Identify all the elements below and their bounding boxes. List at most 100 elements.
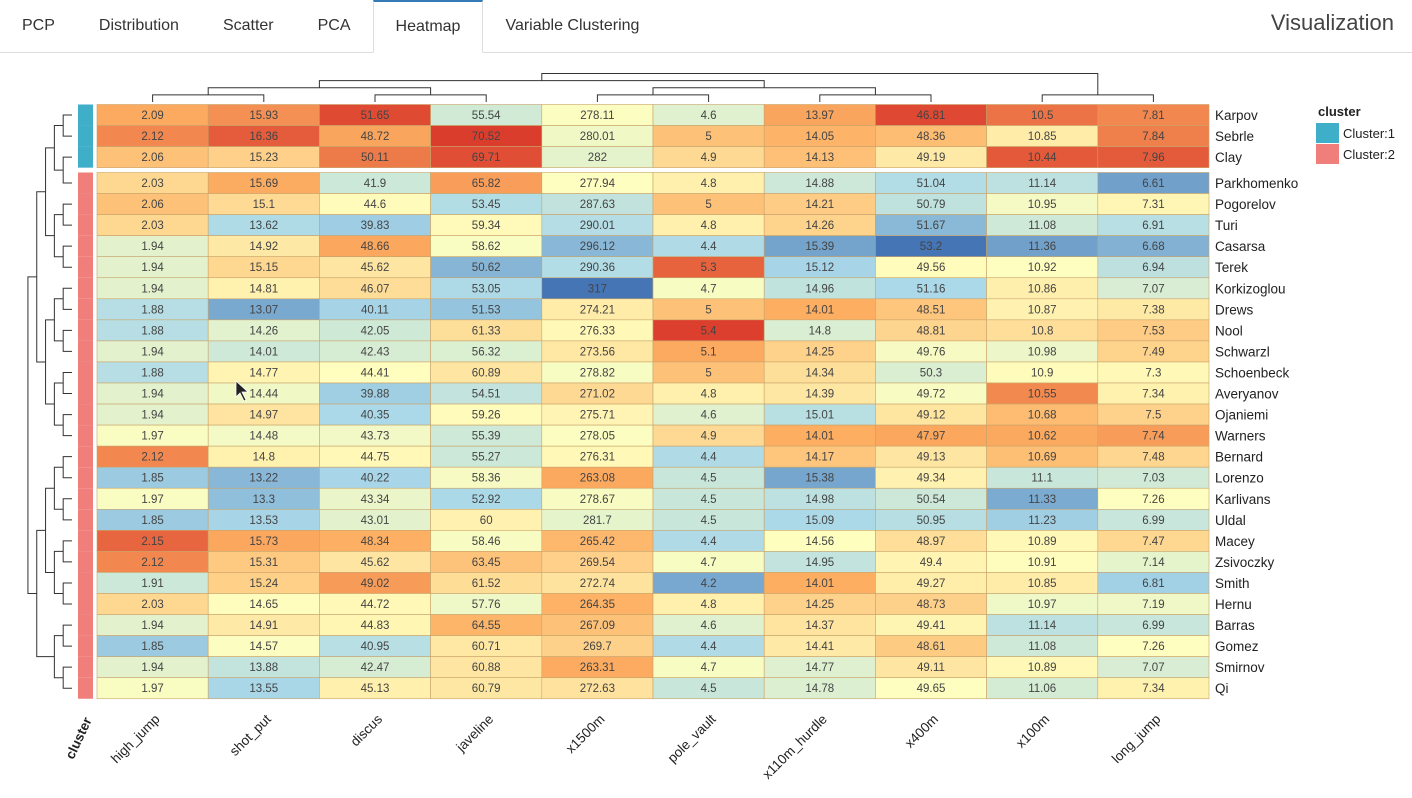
cell-value-label: 70.52 [472,131,501,143]
cell-value-label: 50.79 [917,199,946,211]
cluster-bar-cell [78,446,93,468]
cell-value-label: 13.55 [249,683,278,695]
cell-value-label: 10.86 [1028,283,1057,295]
cell-value-label: 44.6 [364,199,386,211]
tab-heatmap[interactable]: Heatmap [372,0,484,53]
cell-value-label: 4.7 [701,662,717,674]
cell-value-label: 272.63 [580,683,615,695]
dendrogram-branch [53,214,64,258]
cell-value-label: 278.67 [580,494,615,506]
cell-value-label: 1.85 [141,473,163,485]
cell-value-label: 7.19 [1142,599,1164,611]
cell-value-label: 5 [705,131,711,143]
cell-value-label: 10.5 [1031,110,1053,122]
cell-value-label: 2.06 [141,199,163,211]
cell-value-label: 4.8 [701,599,717,611]
column-label: pole_vault [665,711,719,765]
cell-value-label: 50.11 [361,152,389,164]
cell-value-label: 14.21 [805,199,834,211]
cell-value-label: 14.77 [805,662,834,674]
cell-value-label: 10.98 [1028,346,1057,358]
cluster-legend: cluster Cluster:1 Cluster:2 [1316,104,1395,164]
cell-value-label: 15.69 [249,178,278,190]
cell-value-label: 50.62 [472,262,501,274]
cell-value-label: 60.71 [472,641,501,653]
cell-value-label: 4.4 [701,641,718,653]
cell-value-label: 290.01 [580,220,615,232]
cell-value-label: 45.62 [361,262,390,274]
cell-value-label: 1.94 [141,346,164,358]
cell-value-label: 4.6 [701,620,717,632]
cluster-bar-cell [78,146,93,168]
column-label: x400m [902,712,941,751]
row-label: Pogorelov [1215,197,1276,212]
cell-value-label: 50.3 [920,367,942,379]
cell-value-label: 61.52 [472,578,501,590]
cell-value-label: 14.57 [249,641,278,653]
row-label: Clay [1215,150,1242,165]
cell-value-label: 11.33 [1028,494,1056,506]
tab-distribution[interactable]: Distribution [98,17,179,34]
cell-value-label: 40.22 [361,473,390,485]
cell-value-label: 14.44 [249,389,278,401]
cell-value-label: 10.62 [1028,431,1057,443]
legend-label-cluster-1: Cluster:1 [1343,126,1395,141]
cell-value-label: 263.31 [580,662,615,674]
column-label: x100m [1013,712,1052,751]
cell-value-label: 14.81 [249,283,278,295]
column-label: high_jump [108,712,163,767]
dendrogram-branch [374,94,487,102]
cell-value-label: 1.94 [141,662,164,674]
cell-value-label: 280.01 [580,131,615,143]
cell-value-label: 282 [588,152,607,164]
cluster-bar-cell [78,530,93,552]
dendrogram-branch [62,287,72,310]
cell-value-label: 43.34 [361,494,390,506]
cluster-bar-cell [78,572,93,594]
row-label: Karlivans [1215,492,1271,507]
legend-label-cluster-2: Cluster:2 [1343,147,1395,162]
cell-value-label: 1.94 [141,620,164,632]
dendrogram-branch [45,487,55,573]
cell-value-label: 14.26 [805,220,834,232]
cell-value-label: 2.12 [141,452,163,464]
cell-value-label: 48.34 [361,536,390,548]
column-label: x110m_hurdle [760,712,830,782]
cell-value-label: 317 [588,283,607,295]
tab-scatter[interactable]: Scatter [222,17,274,34]
cell-value-label: 15.23 [249,152,278,164]
cell-value-label: 5 [705,367,711,379]
cell-value-label: 10.85 [1028,578,1057,590]
row-label: Turi [1215,218,1238,233]
cell-value-label: 7.07 [1142,662,1164,674]
tab-variable-clustering[interactable]: Variable Clustering [505,17,640,34]
cell-value-label: 14.91 [249,620,278,632]
cell-value-label: 55.54 [472,110,501,122]
cell-value-label: 4.4 [701,452,718,464]
cell-value-label: 14.48 [249,431,278,443]
cell-value-label: 56.32 [472,346,501,358]
cell-value-label: 51.16 [917,283,946,295]
cell-value-label: 7.26 [1142,641,1164,653]
cell-value-label: 10.8 [1031,325,1053,337]
dendrogram-branch [541,72,1099,95]
column-dendrogram [152,72,1154,102]
cell-value-label: 14.88 [805,178,834,190]
column-label: shot_put [227,711,274,758]
cell-value-label: 58.36 [472,473,501,485]
cell-value-label: 15.15 [249,262,278,274]
cluster-bar-cell [78,125,93,147]
cell-value-label: 14.39 [805,389,834,401]
cluster-bar-cell [78,488,93,510]
cell-value-label: 14.96 [805,283,834,295]
cell-value-label: 10.87 [1028,304,1057,316]
row-label: Parkhomenko [1215,176,1298,191]
row-label: Lorenzo [1215,471,1264,486]
cell-value-label: 10.95 [1028,199,1057,211]
tab-pca[interactable]: PCA [317,17,351,34]
cell-value-label: 49.13 [917,452,946,464]
cell-value-label: 15.24 [249,578,278,590]
cell-value-label: 51.67 [917,220,946,232]
tab-pcp[interactable]: PCP [22,17,55,34]
cell-value-label: 14.95 [805,557,834,569]
